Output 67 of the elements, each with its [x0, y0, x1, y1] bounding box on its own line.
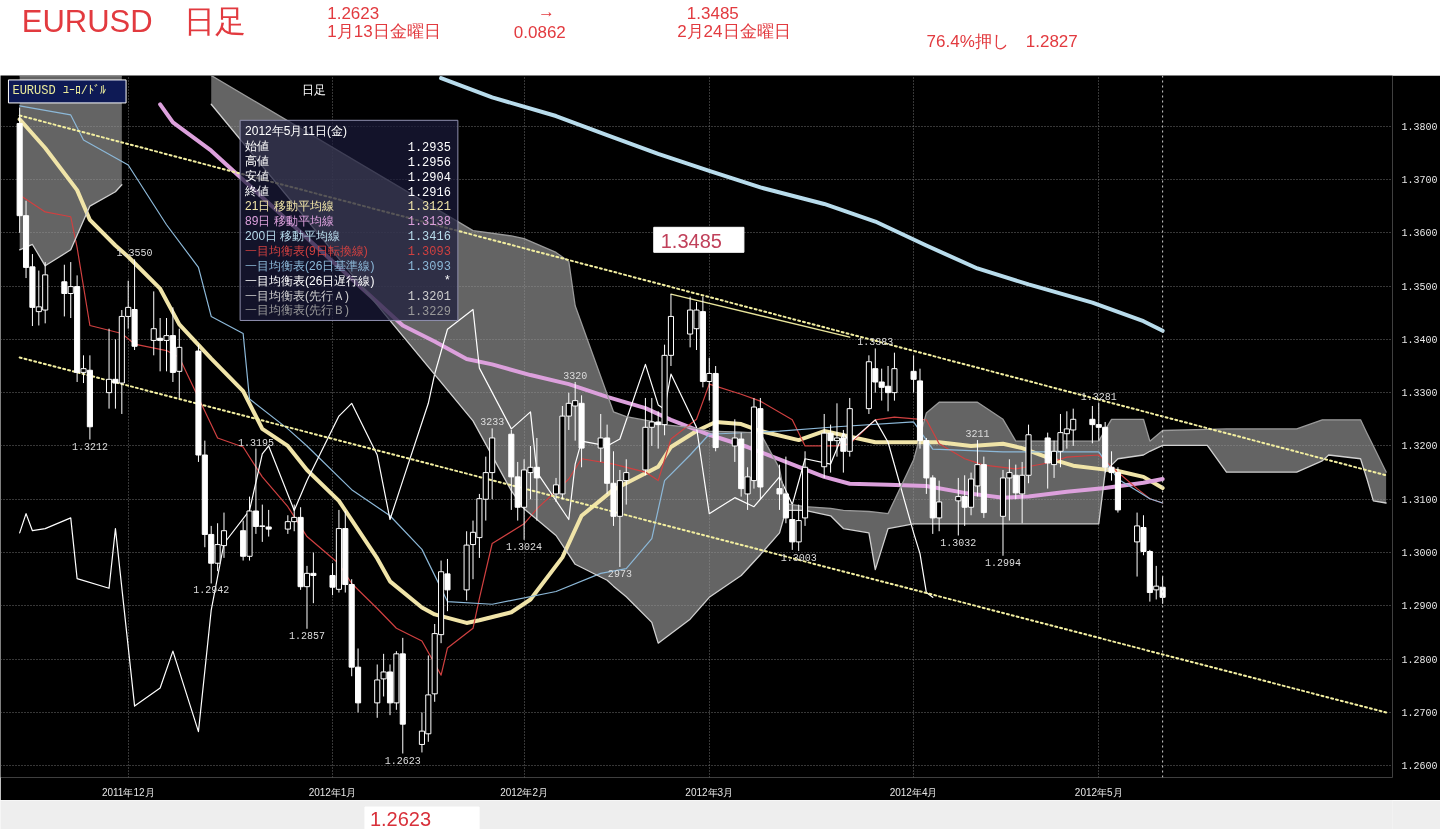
text: 2月24日金曜日 [677, 22, 791, 41]
y-tick-label: 1.3200 [1401, 441, 1438, 453]
y-tick-label: 1.3700 [1401, 174, 1438, 186]
y-tick-label: 1.3800 [1401, 121, 1438, 133]
y-tick-label: 1.3300 [1401, 388, 1438, 400]
annotation: 1.3121 [407, 200, 451, 215]
x-tick-label: 2012年2月 [500, 786, 549, 798]
text: 1.2623 [327, 3, 380, 23]
annotation: 2973 [607, 568, 632, 580]
annotation: 終値 [244, 184, 270, 199]
annotation: 1.3485 [660, 230, 722, 253]
annotation: 1.2623 [384, 755, 421, 767]
annotation: 3320 [563, 370, 588, 382]
text: 一目均衡表(9日転換線) [245, 243, 368, 258]
annotation: 1.2904 [407, 170, 451, 185]
x-tick-label: 2012年5月 [1074, 786, 1123, 798]
text: 0.0862 [513, 22, 566, 42]
text: 一目均衡表(26日遅行線) [245, 273, 375, 288]
y-tick-label: 1.3500 [1401, 281, 1438, 293]
annotation: 3211 [965, 429, 990, 441]
y-tick-label: 1.3000 [1401, 548, 1438, 560]
annotation: 1.2916 [407, 185, 451, 200]
annotation: 1.3093 [407, 245, 451, 260]
x-tick-label: 2012年1月 [308, 786, 357, 798]
x-tick-label: 2011年12月 [101, 786, 155, 798]
text: 1月13日金曜日 [327, 22, 441, 41]
text: 200日 移動平均線 [245, 228, 341, 243]
x-tick-label: 2012年3月 [685, 786, 734, 798]
series-label: 一目均衡表(先行Ａ) [245, 288, 350, 303]
x-tick-label: 2012年4月 [889, 786, 938, 798]
text: 1.2623 [369, 808, 432, 829]
y-tick-label: 1.2600 [1401, 761, 1438, 773]
y-tick-label: 1.2900 [1401, 601, 1438, 613]
annotation: 日足 [301, 83, 326, 98]
annotation: 1.3032 [940, 537, 977, 549]
annotation: 始値 [245, 139, 270, 154]
annotation: 1.3229 [407, 305, 451, 319]
y-tick-label: 1.3100 [1401, 494, 1438, 506]
text: 76.4%押し 1.2827 [926, 32, 1078, 51]
annotation: 安値 [245, 169, 270, 184]
y-tick-label: 1.2800 [1401, 654, 1438, 666]
annotation: 高値 [245, 154, 270, 169]
text: 一目均衡表(26日基準線) [245, 258, 375, 273]
annotation: 1.3212 [71, 441, 108, 453]
text: EURUSD ﾕｰﾛ/ﾄﾞﾙ [12, 83, 107, 98]
annotation: 3233 [480, 417, 505, 429]
text: 21日 移動平均線 [245, 198, 334, 213]
series-label: 89日 移動平均線 [245, 213, 334, 228]
annotation: 1.2857 [288, 630, 326, 642]
annotation: 1.3024 [506, 541, 543, 553]
text: 1.3485 [686, 3, 739, 23]
annotation: 1.2935 [407, 140, 451, 155]
y-tick-label: 1.2700 [1401, 707, 1438, 719]
annotation: * [443, 273, 451, 288]
annotation: 2012年5月11日(金) [245, 124, 347, 139]
annotation: 1.2994 [984, 557, 1022, 569]
y-tick-label: 1.3600 [1401, 228, 1438, 240]
annotation: 1.3138 [407, 215, 451, 230]
y-tick-label: 1.3400 [1401, 334, 1438, 346]
annotation: 1.3195 [237, 437, 274, 449]
text: 一目均衡表(先行Ｂ) [245, 303, 350, 318]
chart-title: EURUSD 日足 [21, 4, 246, 39]
annotation: 1.3416 [407, 230, 451, 245]
annotation: 1.3093 [407, 260, 451, 275]
annotation: 1.3201 [407, 290, 451, 305]
text: → [537, 2, 555, 21]
annotation: 1.2956 [407, 155, 451, 170]
